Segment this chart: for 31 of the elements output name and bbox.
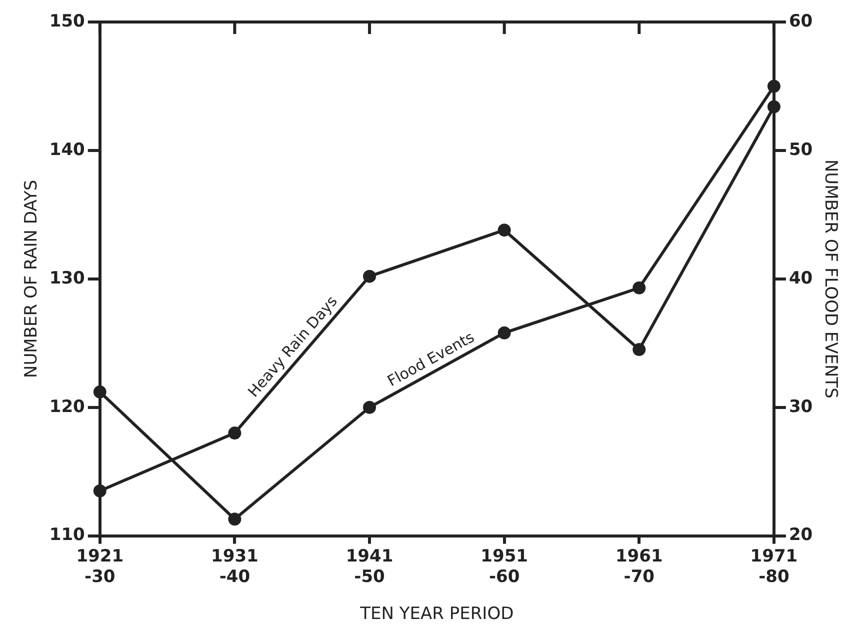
- point: [228, 512, 242, 526]
- point: [93, 385, 106, 398]
- point: [767, 80, 780, 93]
- y2-tick-label: 50: [788, 140, 813, 160]
- y2-axis-title: NUMBER OF FLOOD EVENTS: [820, 159, 840, 398]
- y-tick-label: 150: [49, 11, 86, 32]
- y2-tick-label: 30: [788, 396, 813, 417]
- point: [93, 484, 106, 498]
- point: [767, 100, 780, 114]
- y2-tick-label: 20: [788, 525, 813, 546]
- y-tick-label: 130: [49, 268, 86, 288]
- point: [632, 281, 646, 294]
- y-tick-label: 110: [49, 525, 86, 546]
- point: [498, 326, 511, 340]
- point: [498, 224, 511, 237]
- x-axis-title: TEN YEAR PERIOD: [359, 604, 514, 624]
- point: [632, 343, 646, 356]
- x-tick-label: 1941 -50: [346, 546, 394, 587]
- x-tick-label: 1931 -40: [211, 546, 258, 587]
- x-tick-label: 1921 -30: [76, 546, 124, 587]
- y-axis-title: NUMBER OF RAIN DAYS: [22, 180, 42, 378]
- x-tick-label: 1961 -70: [615, 546, 663, 587]
- y-tick-label: 140: [49, 140, 86, 160]
- y-tick-label: 120: [49, 396, 86, 417]
- y2-tick-label: 60: [788, 11, 813, 32]
- point: [363, 400, 376, 414]
- y2-tick-label: 40: [788, 268, 813, 288]
- x-tick-label: 1951 -60: [480, 546, 528, 587]
- point: [363, 270, 376, 283]
- point: [228, 426, 242, 440]
- x-tick-label: 1971 -80: [750, 546, 798, 587]
